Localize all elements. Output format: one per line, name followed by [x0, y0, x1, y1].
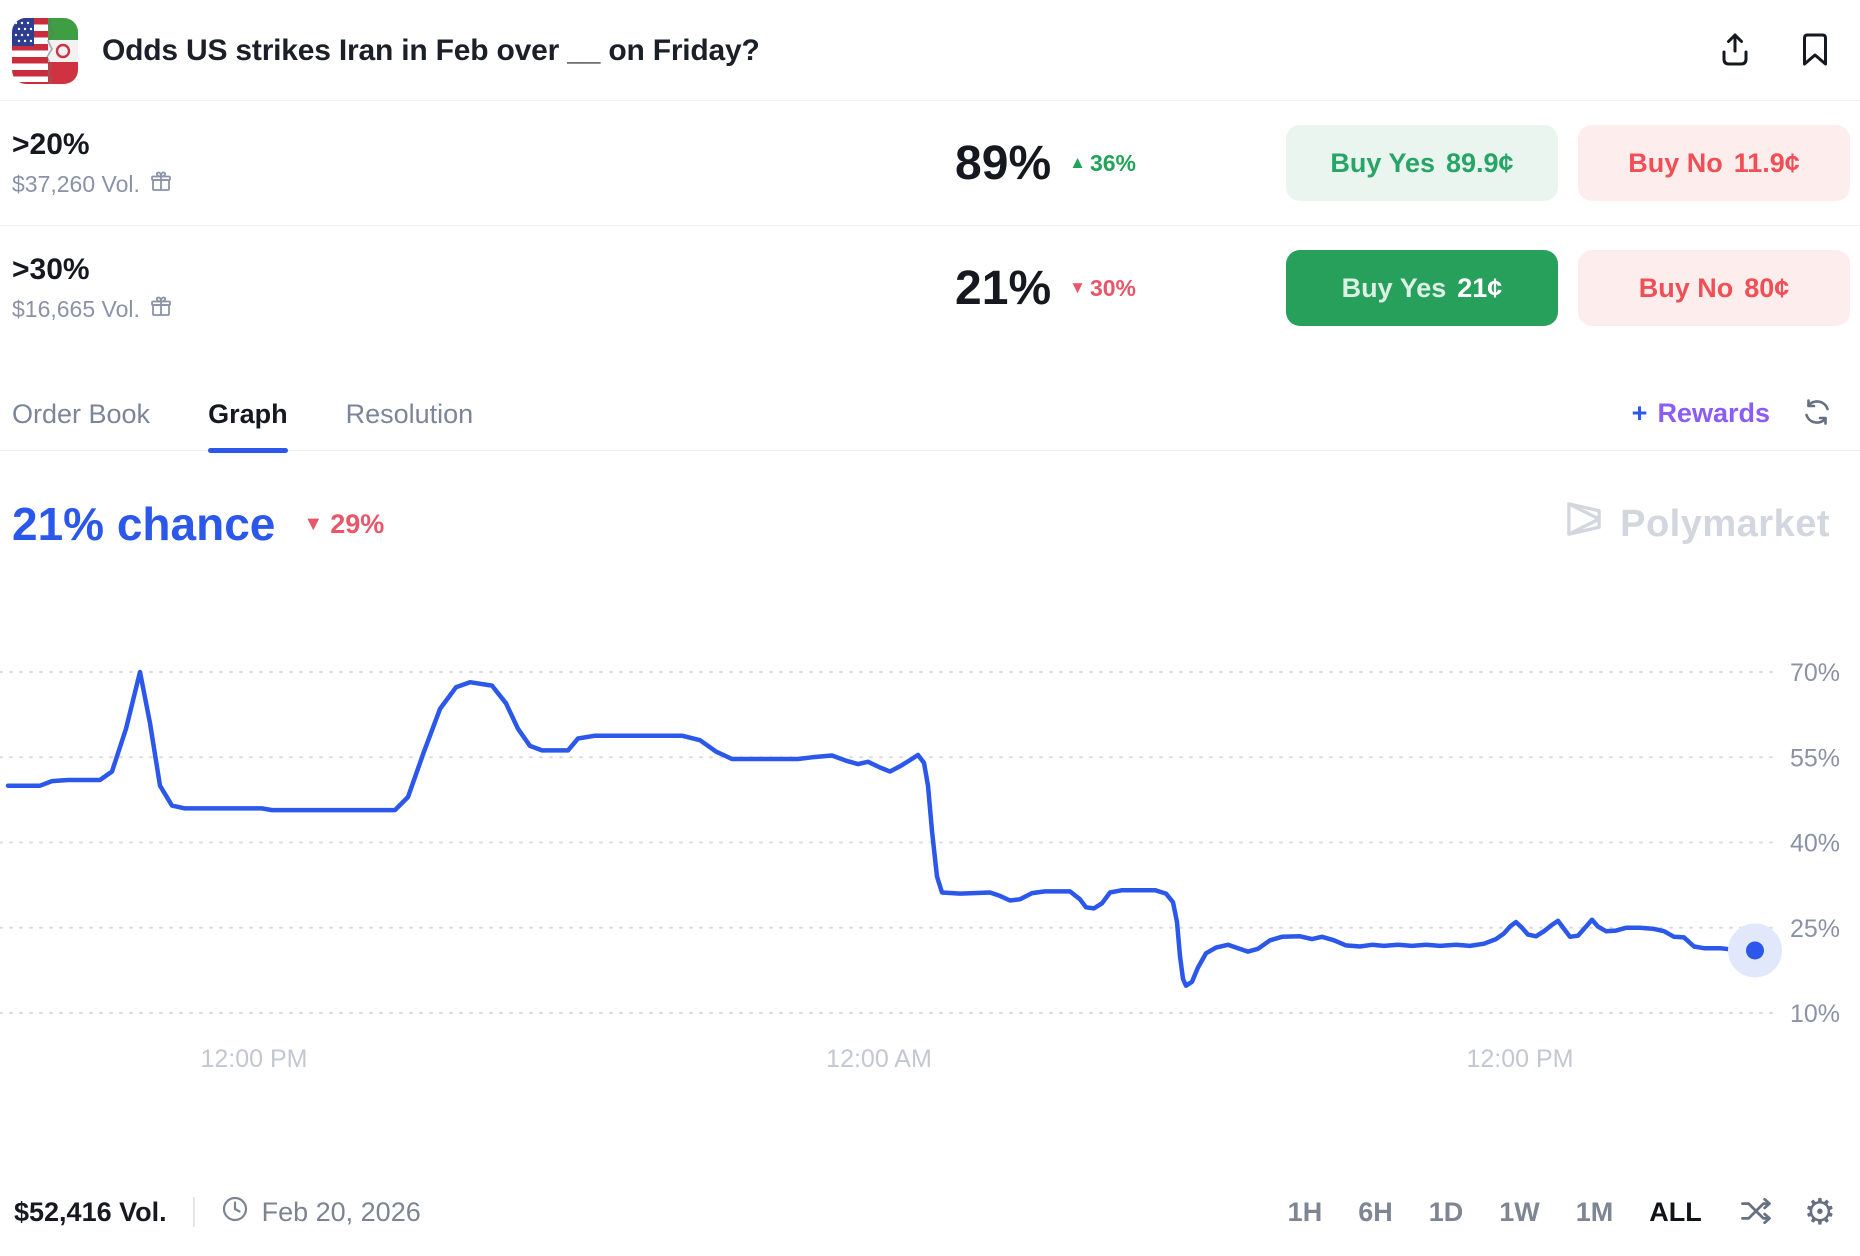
rewards-label: Rewards: [1657, 398, 1770, 429]
outcome-probability-block: 89% ▲ 36%: [955, 136, 1136, 191]
crossing-arrows-icon: [1740, 1196, 1772, 1229]
range-1h[interactable]: 1H: [1287, 1196, 1323, 1227]
rewards-button[interactable]: + Rewards: [1632, 398, 1770, 429]
x-axis-label: 12:00 PM: [200, 1045, 308, 1074]
close-date: Feb 20, 2026: [221, 1195, 421, 1230]
price-line: [5, 669, 1758, 989]
outcome-row-gt30: >30% $16,665 Vol. 21% ▼ 30%: [0, 225, 1860, 350]
range-6h[interactable]: 6H: [1358, 1196, 1393, 1227]
outcome-volume-text: $37,260 Vol.: [12, 171, 140, 198]
share-button[interactable]: [1718, 32, 1752, 71]
buy-yes-price: 89.9¢: [1446, 147, 1514, 178]
price-chart-canvas: 70% 55% 40% 25% 10%: [0, 659, 1840, 1028]
refresh-icon: [1802, 397, 1832, 430]
market-title: Odds US strikes Iran in Feb over __ on F…: [102, 34, 760, 68]
tab-order-book[interactable]: Order Book: [12, 399, 151, 430]
outcome-name: >30%: [12, 252, 90, 286]
x-axis-label: 12:00 AM: [826, 1045, 932, 1074]
polymarket-watermark: Polymarket: [1562, 497, 1830, 551]
footer-divider: [192, 1197, 195, 1227]
header-actions: [1718, 32, 1830, 71]
x-axis-label: 12:00 PM: [1466, 1045, 1574, 1074]
outcome-info: >30% $16,665 Vol.: [12, 253, 572, 324]
range-1d[interactable]: 1D: [1428, 1196, 1464, 1227]
footer-icons: ⚙: [1740, 1194, 1836, 1230]
chance-change-value: 29%: [330, 508, 385, 539]
bookmark-button[interactable]: [1800, 32, 1830, 71]
y-axis-label: 55%: [1790, 744, 1840, 772]
buy-no-button[interactable]: Buy No 11.9¢: [1578, 125, 1850, 202]
outcome-probability-block: 21% ▼ 30%: [955, 261, 1136, 316]
tabs-bar: Order Book Graph Resolution + Rewards: [0, 364, 1860, 454]
outcome-change: ▼ 30%: [1069, 275, 1136, 302]
refresh-button[interactable]: [1802, 397, 1832, 430]
down-arrow-icon: ▼: [303, 512, 324, 535]
buy-no-price: 80¢: [1744, 272, 1790, 303]
bookmark-icon: [1800, 32, 1830, 71]
outcome-change: ▲ 36%: [1069, 150, 1136, 177]
tab-graph[interactable]: Graph: [208, 399, 288, 454]
buy-yes-button[interactable]: Buy Yes 89.9¢: [1286, 125, 1558, 202]
outcome-volume: $37,260 Vol.: [12, 171, 572, 199]
up-arrow-icon: ▲: [1069, 153, 1086, 173]
outcome-probability: 89%: [955, 136, 1052, 190]
chart-endpoint-dot: [1746, 941, 1764, 960]
buy-yes-price: 21¢: [1457, 272, 1503, 303]
buy-yes-label: Buy Yes: [1341, 272, 1447, 303]
gift-icon[interactable]: [150, 171, 172, 199]
chance-value: 21% chance: [12, 498, 276, 551]
buy-no-button[interactable]: Buy No 80¢: [1578, 250, 1850, 327]
down-arrow-icon: ▼: [1069, 278, 1086, 298]
buy-yes-label: Buy Yes: [1330, 147, 1435, 178]
compare-markets-button[interactable]: [1740, 1196, 1772, 1229]
y-axis-label: 40%: [1790, 830, 1840, 858]
outcome-row-gt20: >20% $37,260 Vol. 89% ▲ 36%: [0, 100, 1860, 225]
buy-buttons: Buy Yes 21¢ Buy No 80¢: [1286, 250, 1850, 327]
market-flag-icon: [12, 18, 78, 85]
outcome-change-value: 36%: [1089, 149, 1136, 176]
chance-change: ▼ 29%: [303, 509, 384, 540]
clock-icon: [221, 1195, 249, 1230]
range-1w[interactable]: 1W: [1499, 1196, 1540, 1227]
buy-no-price: 11.9¢: [1733, 147, 1800, 178]
buy-buttons: Buy Yes 89.9¢ Buy No 11.9¢: [1286, 125, 1850, 202]
chart-header: 21% chance ▼ 29% Polymarket: [0, 451, 1860, 551]
range-1m[interactable]: 1M: [1575, 1196, 1614, 1227]
buy-no-label: Buy No: [1628, 147, 1723, 178]
time-range-selector: 1H 6H 1D 1W 1M ALL: [1288, 1197, 1702, 1228]
gift-icon[interactable]: [150, 296, 172, 324]
chart-footer: $52,416 Vol. Feb 20, 2026 1H 6H 1D 1W 1M…: [0, 1194, 1860, 1256]
price-chart: 70% 55% 40% 25% 10% 12:00 PM 12:00 AM 12:00 PM: [0, 559, 1860, 1087]
outcome-probability: 21%: [955, 261, 1052, 315]
outcome-volume: $16,665 Vol.: [12, 296, 572, 324]
y-axis-label: 70%: [1790, 659, 1840, 687]
outcome-change-value: 30%: [1089, 274, 1136, 301]
outcome-name: >20%: [12, 127, 90, 161]
outcome-info: >20% $37,260 Vol.: [12, 128, 572, 199]
chart-x-axis: 12:00 PM 12:00 AM 12:00 PM: [0, 1029, 1860, 1087]
buy-no-label: Buy No: [1638, 272, 1734, 303]
y-axis-label: 10%: [1790, 1000, 1840, 1028]
tabs: Order Book Graph Resolution: [12, 399, 474, 454]
polymarket-wordmark: Polymarket: [1620, 502, 1830, 545]
tabs-right-actions: + Rewards: [1632, 397, 1832, 450]
outcome-volume-text: $16,665 Vol.: [12, 296, 140, 323]
close-date-text: Feb 20, 2026: [261, 1196, 421, 1227]
app-header: Odds US strikes Iran in Feb over __ on F…: [0, 0, 1860, 100]
buy-yes-button[interactable]: Buy Yes 21¢: [1286, 250, 1558, 327]
plus-icon: +: [1631, 398, 1648, 429]
tab-resolution[interactable]: Resolution: [345, 399, 474, 430]
settings-gear-icon[interactable]: ⚙: [1803, 1191, 1836, 1232]
share-icon: [1718, 32, 1752, 71]
range-all[interactable]: ALL: [1649, 1196, 1702, 1227]
total-volume: $52,416 Vol.: [14, 1196, 167, 1227]
polymarket-logo-icon: [1562, 497, 1606, 551]
y-axis-label: 25%: [1790, 915, 1840, 943]
